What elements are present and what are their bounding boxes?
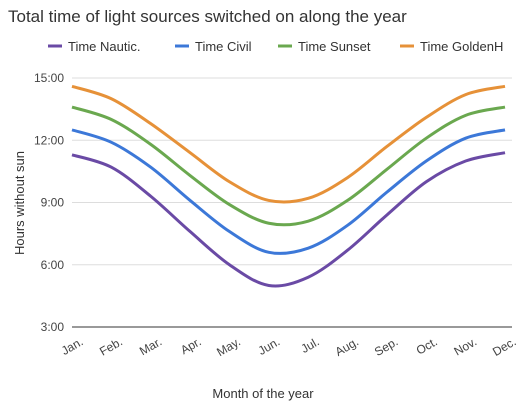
chart-title: Total time of light sources switched on … [8,7,407,26]
x-tick-label: Jun. [256,334,283,357]
y-tick-label: 9:00 [41,196,65,210]
y-axis-title: Hours without sun [12,151,27,255]
y-tick-label: 12:00 [34,133,64,147]
legend-label: Time Civil [195,39,252,54]
x-tick-label: May. [214,334,243,359]
x-tick-label: Feb. [97,334,125,358]
series-line [71,105,506,227]
legend-label: Time Sunset [298,39,371,54]
y-tick-label: 6:00 [41,258,65,272]
legend-label: Time GoldenH [420,39,503,54]
x-tick-label: Aug. [333,334,361,358]
x-tick-label: Apr. [178,334,203,357]
series-line [71,84,506,204]
series-line [71,151,506,288]
x-tick-label: Jan. [59,334,86,357]
x-tick-label: Dec. [490,334,518,358]
y-tick-label: 3:00 [41,320,65,334]
y-tick-label: 15:00 [34,71,64,85]
x-tick-label: Nov. [452,334,480,358]
x-tick-label: Sep. [372,334,400,358]
legend-label: Time Nautic. [68,39,140,54]
x-axis-title: Month of the year [212,386,314,401]
x-tick-label: Mar. [137,334,164,358]
x-tick-label: Oct. [414,334,440,357]
series-line [71,128,506,255]
x-tick-label: Jul. [298,334,321,355]
